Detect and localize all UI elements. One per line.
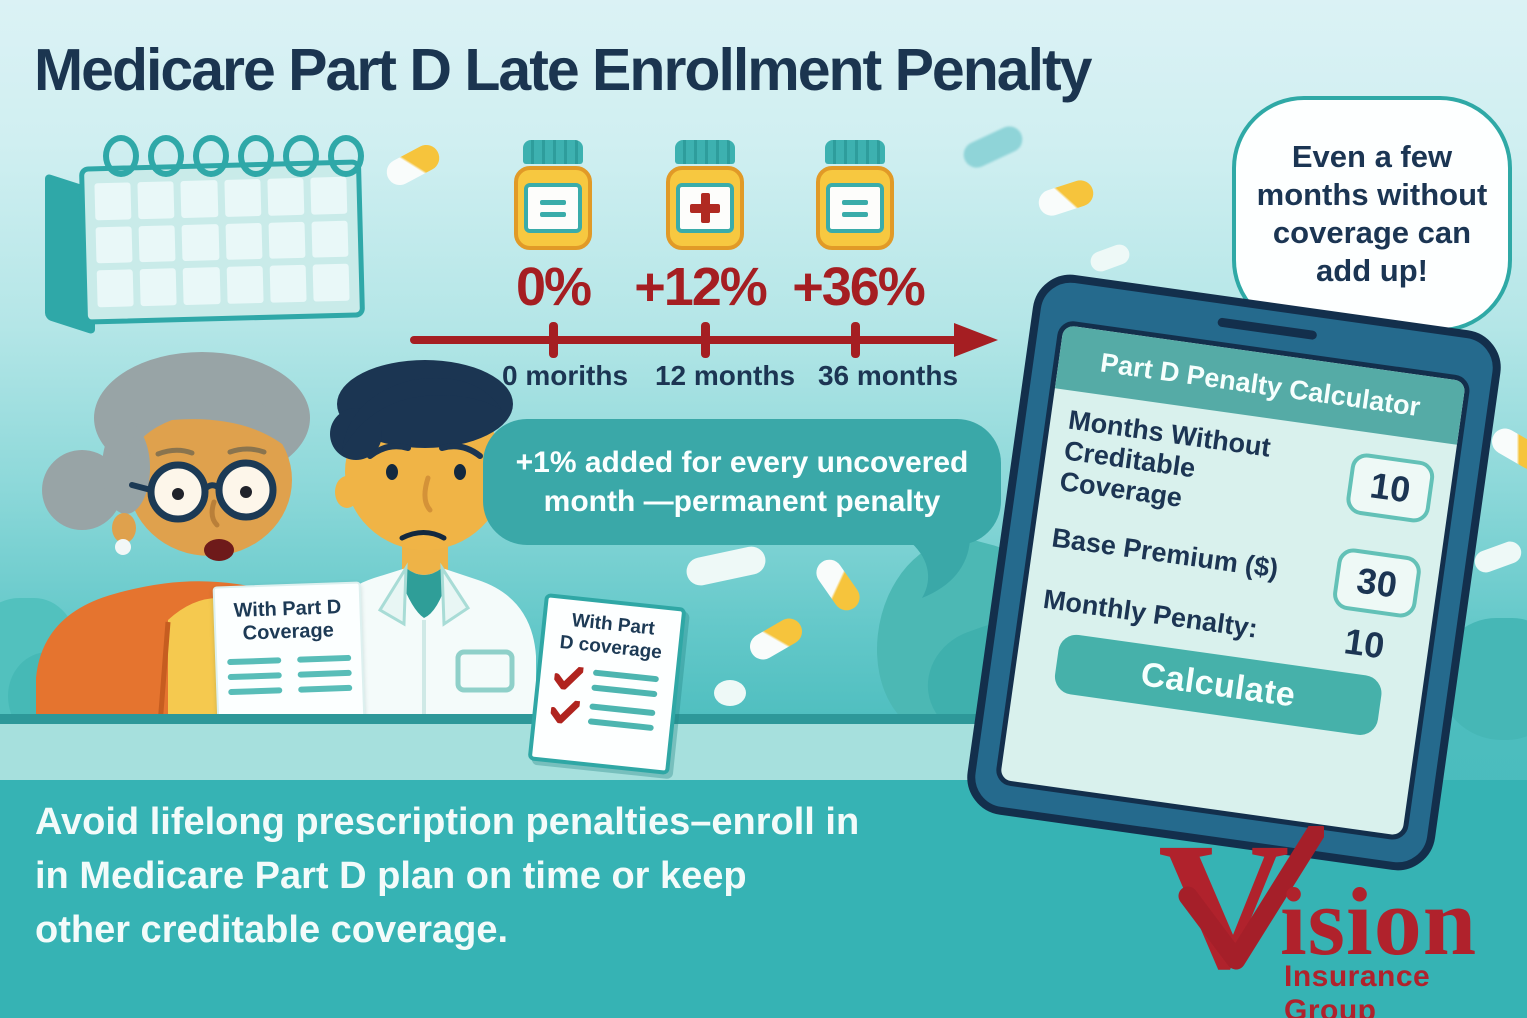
tent-form-lines <box>591 669 660 698</box>
pill-bottle <box>666 140 744 250</box>
pill-icon <box>714 680 746 706</box>
callout-line-4: add up! <box>1316 252 1428 288</box>
spiral-ring-icon <box>193 135 229 177</box>
timeline-arrow <box>410 322 998 358</box>
penalty-percent-36: +36% <box>792 257 926 317</box>
red-cross-icon <box>690 193 720 223</box>
capsule-icon <box>745 613 807 665</box>
months-without-coverage-input[interactable]: 10 <box>1344 450 1437 525</box>
logo-tagline: Insurance Group <box>1284 960 1431 1018</box>
calculator-screen: Part D Penalty Calculator Months Without… <box>994 319 1472 842</box>
page-title: Medicare Part D Late Enrollment Penalty <box>34 37 1092 103</box>
note-line-1: +1% added for every uncovered <box>515 446 969 479</box>
bottle-cap <box>523 140 583 164</box>
spiral-ring-icon <box>103 135 139 177</box>
tent-card: With Part D coverage <box>527 593 687 775</box>
bottle-label <box>524 183 582 233</box>
bottle-label <box>826 183 884 233</box>
penalty-percent-0: 0% <box>515 257 592 317</box>
footer-line-2: in Medicare Part D plan on time or keep <box>35 854 747 897</box>
base-premium-input[interactable]: 30 <box>1331 546 1423 620</box>
capsule-icon <box>1035 176 1097 220</box>
timeline-label-0: 0 moriths <box>501 360 629 391</box>
calendar-icon <box>45 135 380 336</box>
callout-line-3: coverage can <box>1272 215 1472 250</box>
pill-bottle <box>816 140 894 250</box>
spiral-ring-icon <box>148 135 184 177</box>
man-figure <box>316 360 536 725</box>
spiral-ring-icon <box>238 135 274 177</box>
callout-line-1: Even a few <box>1291 139 1453 175</box>
equals-icon <box>540 199 566 217</box>
logo-wordmark: ision <box>1280 868 1478 975</box>
base-premium-label: Base Premium ($) <box>1050 522 1281 584</box>
bottle-cap <box>825 140 885 164</box>
spiral-ring-icon <box>328 135 364 177</box>
spiral-ring-icon <box>283 135 319 177</box>
equals-icon <box>842 199 868 217</box>
timeline-label-36: 36 months <box>817 360 959 391</box>
footer-line-3: other creditable coverage. <box>35 908 509 951</box>
tablet-device: Part D Penalty Calculator Months Without… <box>962 269 1506 876</box>
pill-icon <box>1471 538 1525 576</box>
monthly-penalty-value: 10 <box>1341 620 1388 667</box>
arrowhead-icon <box>954 323 998 357</box>
pill-icon <box>683 543 769 589</box>
penalty-note-bubble: +1% added for every uncovered month —per… <box>483 419 1001 545</box>
logo-checkmark-icon <box>1178 826 1324 970</box>
held-paper: With Part D Coverage <box>212 581 366 727</box>
calendar-page <box>78 159 366 325</box>
pill-icon <box>959 122 1027 172</box>
capsule-icon <box>1487 423 1527 475</box>
bottle-cap <box>675 140 735 164</box>
callout-line-2: months without <box>1256 177 1488 213</box>
penalty-percent-12: +12% <box>634 257 768 317</box>
callout-bubble: Even a few months without coverage can a… <box>1232 96 1512 332</box>
checkmark-icon <box>553 665 584 690</box>
pill-bottle <box>514 140 592 250</box>
checkmark-icon <box>549 699 581 724</box>
pill-icon <box>1087 241 1133 275</box>
timeline-label-12: 12 months <box>654 360 796 391</box>
speech-tail-icon <box>908 540 970 598</box>
footer-message: Avoid lifelong prescription penalties–en… <box>35 796 859 958</box>
counter-surface <box>0 724 1012 780</box>
brand-logo: V ision Insurance Group <box>1158 816 1523 1018</box>
capsule-icon <box>811 554 865 616</box>
note-line-2: month —permanent penalty <box>543 485 941 518</box>
bottle-label <box>676 183 734 233</box>
capsule-icon <box>382 140 444 190</box>
paper-form-lines <box>217 654 362 696</box>
tent-form-lines <box>587 703 656 732</box>
footer-line-1: Avoid lifelong prescription penalties–en… <box>35 801 860 843</box>
counter-edge <box>0 714 1012 724</box>
